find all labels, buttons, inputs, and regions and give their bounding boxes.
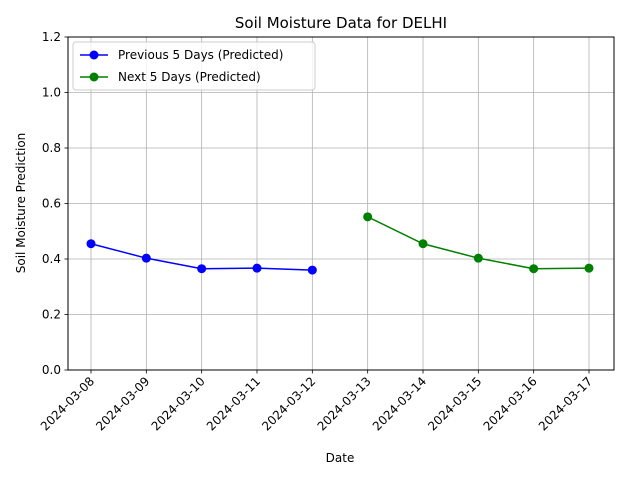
series-layer	[86, 212, 594, 275]
chart-title: Soil Moisture Data for DELHI	[235, 14, 447, 32]
data-point	[363, 212, 373, 222]
data-point	[307, 265, 317, 275]
y-tick-label: 1.0	[42, 86, 61, 100]
legend-marker	[89, 50, 99, 60]
data-point	[86, 239, 96, 249]
y-axis-ticks: 0.0 0.2 0.4 0.6 0.8 1.0 1.2	[42, 30, 68, 377]
legend: Previous 5 Days (Predicted) Next 5 Days (…	[72, 41, 316, 91]
y-tick-label: 0.8	[42, 141, 61, 155]
legend-label: Next 5 Days (Predicted)	[118, 70, 261, 84]
y-tick-label: 0.4	[42, 252, 61, 266]
y-tick-label: 0.6	[42, 197, 61, 211]
data-point	[141, 253, 151, 263]
legend-marker	[89, 72, 99, 82]
y-axis-label: Soil Moisture Prediction	[14, 133, 28, 274]
data-point	[418, 239, 428, 249]
y-tick-label: 0.0	[42, 363, 61, 377]
legend-label: Previous 5 Days (Predicted)	[118, 48, 283, 62]
y-tick-label: 1.2	[42, 30, 61, 44]
data-point	[252, 263, 262, 273]
data-point	[584, 263, 594, 273]
data-point	[473, 253, 483, 263]
x-axis-label: Date	[326, 451, 355, 465]
data-point	[197, 264, 207, 274]
y-tick-label: 0.2	[42, 308, 61, 322]
data-point	[529, 264, 539, 274]
legend-box	[72, 41, 316, 91]
